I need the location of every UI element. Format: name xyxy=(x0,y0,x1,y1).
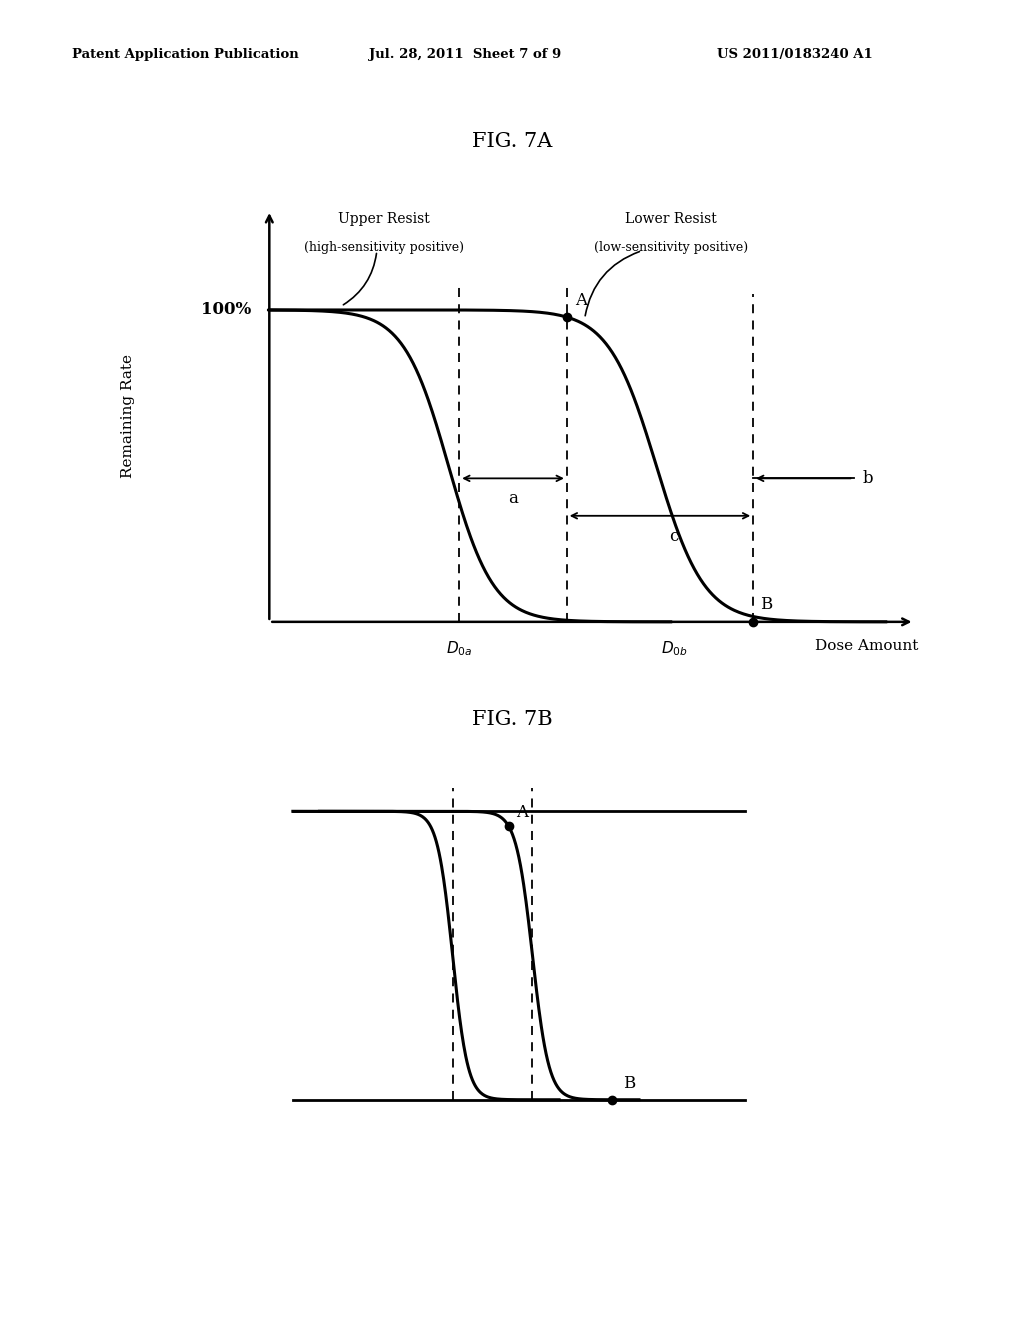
Text: Lower Resist: Lower Resist xyxy=(625,211,717,226)
Text: a: a xyxy=(508,490,518,507)
Text: b: b xyxy=(862,470,872,487)
Text: 100%: 100% xyxy=(201,301,252,318)
Text: A: A xyxy=(516,804,528,821)
Text: Remaining Rate: Remaining Rate xyxy=(121,354,135,478)
Text: (low-sensitivity positive): (low-sensitivity positive) xyxy=(594,240,748,253)
Text: FIG. 7A: FIG. 7A xyxy=(472,132,552,150)
Text: Patent Application Publication: Patent Application Publication xyxy=(72,48,298,61)
Text: US 2011/0183240 A1: US 2011/0183240 A1 xyxy=(717,48,872,61)
Text: $D_{0a}$: $D_{0a}$ xyxy=(446,639,472,657)
Text: B: B xyxy=(623,1076,635,1092)
Text: Dose Amount: Dose Amount xyxy=(815,639,918,653)
Text: c: c xyxy=(670,528,679,545)
Text: $D_{0b}$: $D_{0b}$ xyxy=(660,639,688,657)
Text: A: A xyxy=(575,292,588,309)
Text: Jul. 28, 2011  Sheet 7 of 9: Jul. 28, 2011 Sheet 7 of 9 xyxy=(369,48,561,61)
Text: B: B xyxy=(760,597,772,614)
Text: (high-sensitivity positive): (high-sensitivity positive) xyxy=(304,240,464,253)
Text: FIG. 7B: FIG. 7B xyxy=(472,710,552,729)
Text: Upper Resist: Upper Resist xyxy=(338,211,430,226)
